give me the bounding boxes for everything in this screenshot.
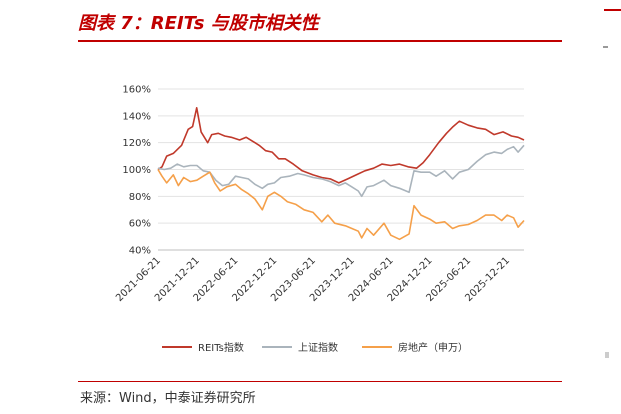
series-line-1 <box>157 107 525 184</box>
adjacent-panel-rule <box>604 9 621 11</box>
y-tick-label: 160% <box>122 85 151 96</box>
series-line-2 <box>157 144 525 198</box>
chart-title: 图表 7：REITs 与股市相关性 <box>78 13 319 34</box>
legend-label: 房地产（申万） <box>398 341 468 354</box>
title-bar: 图表 7：REITs 与股市相关性 <box>0 0 600 44</box>
y-tick-label: 120% <box>122 138 151 149</box>
adjacent-panel-mark-lower <box>605 352 609 358</box>
grid-lines <box>158 88 524 251</box>
source-note: 来源：Wind，中泰证券研究所 <box>80 391 256 406</box>
legend-label: REITs指数 <box>198 341 244 354</box>
y-axis-tick-labels: 160% 140% 120% 100% 80% 60% 40% <box>122 85 151 257</box>
title-underline <box>78 40 562 42</box>
legend: REITs指数 上证指数 房地产（申万） <box>162 341 468 354</box>
legend-label: 上证指数 <box>298 341 338 354</box>
y-tick-label: 100% <box>122 165 151 176</box>
line-chart: 160% 140% 120% 100% 80% 60% 40% 2021-06-212021… <box>114 85 525 354</box>
y-tick-label: 60% <box>129 219 151 230</box>
adjacent-panel-mark <box>603 46 608 48</box>
series-lines <box>157 107 525 241</box>
y-tick-label: 140% <box>122 111 151 122</box>
source-divider <box>78 381 562 382</box>
y-tick-label: 40% <box>129 246 151 257</box>
x-axis-tick-labels: 2021-06-212021-12-212022-06-212022-12-21… <box>114 255 512 304</box>
y-tick-label: 80% <box>129 192 151 203</box>
series-line-3 <box>157 169 525 241</box>
